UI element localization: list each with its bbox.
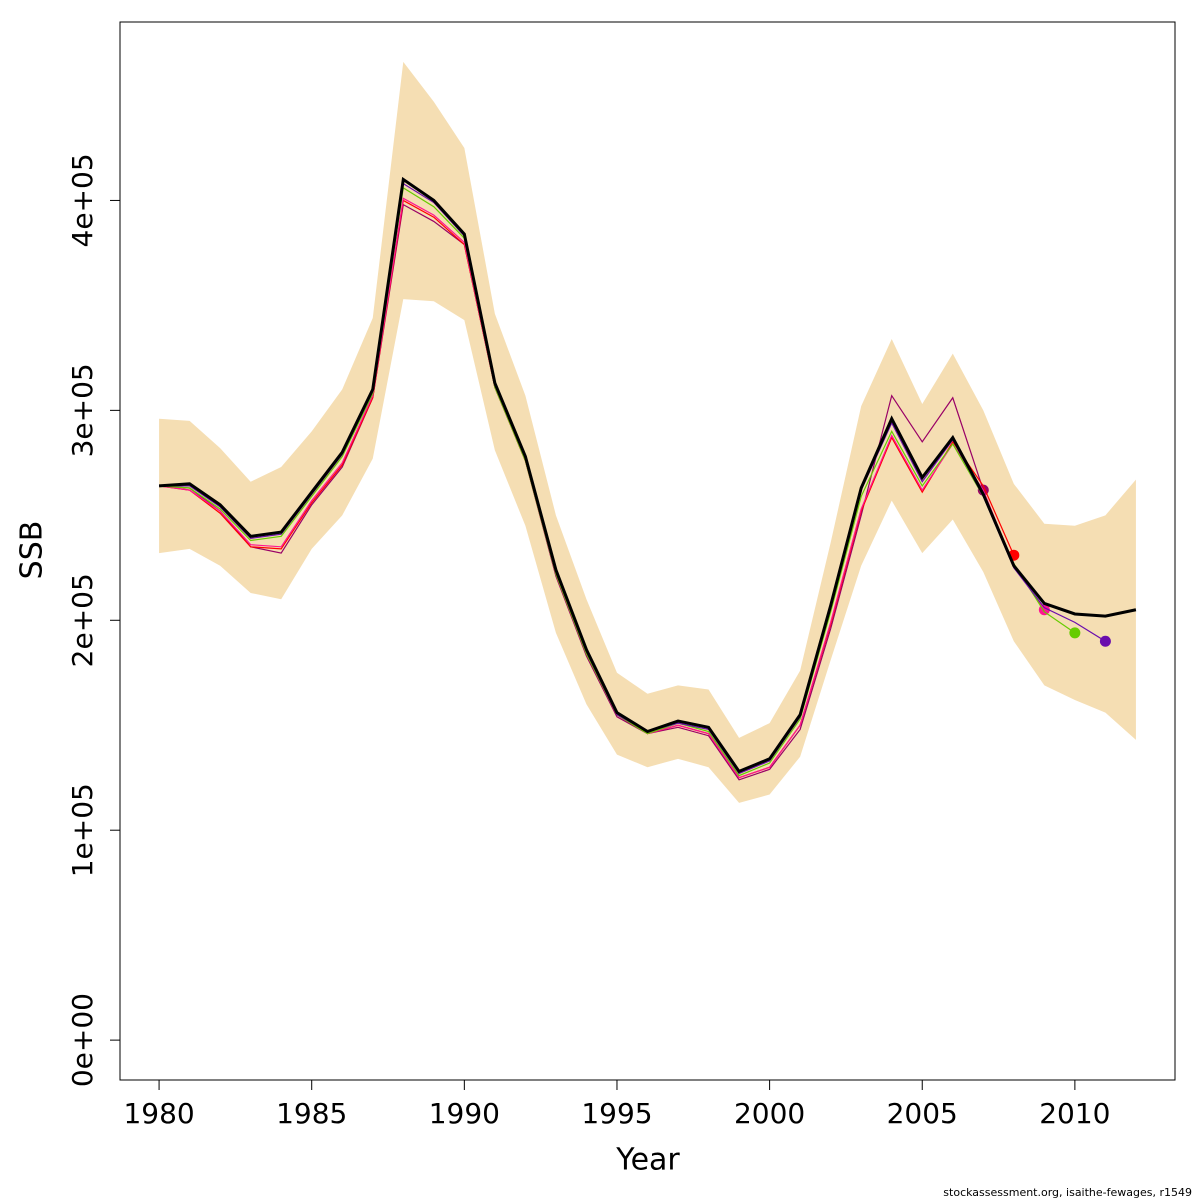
plot-frame — [119, 21, 1176, 1081]
x-tick-label: 1990 — [429, 1097, 500, 1130]
x-tick-label: 1980 — [123, 1097, 194, 1130]
x-tick-label: 1995 — [581, 1097, 652, 1130]
x-tick-label: 2000 — [734, 1097, 805, 1130]
main-line — [158, 176, 1137, 774]
y-tick-label: 1e+05 — [66, 783, 99, 877]
y-tick-label: 4e+05 — [66, 153, 99, 247]
y-tick-label: 2e+05 — [66, 573, 99, 667]
y-tick-label: 0e+00 — [66, 993, 99, 1087]
x-tick-label: 2005 — [887, 1097, 958, 1130]
retro-endpoint — [1069, 627, 1081, 639]
y-axis-label: SSB — [15, 521, 50, 580]
y-tick-label: 3e+05 — [66, 363, 99, 457]
retro-endpoint — [1099, 635, 1111, 647]
retro-line — [159, 203, 984, 781]
x-tick-label: 1985 — [276, 1097, 347, 1130]
x-axis-label: Year — [615, 1143, 680, 1178]
footer: stockassessment.org, isaithe-fewages, r1… — [943, 1186, 1192, 1199]
confidence-band — [159, 61, 1136, 803]
x-tick-label: 2010 — [1039, 1097, 1110, 1130]
